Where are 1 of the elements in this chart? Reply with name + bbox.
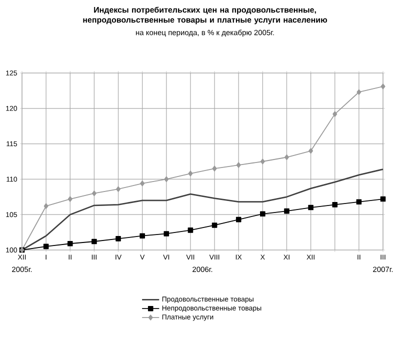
chart-title: Индексы потребительских цен на продовольственные, непродовольственные товары и платные услуги населению	[83, 6, 328, 24]
